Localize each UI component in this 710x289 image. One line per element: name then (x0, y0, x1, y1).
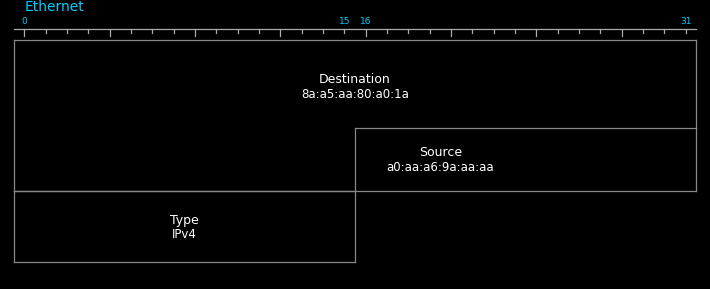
Text: 8a:a5:aa:80:a0:1a: 8a:a5:aa:80:a0:1a (301, 88, 409, 101)
Text: 0: 0 (21, 17, 27, 26)
Text: 15: 15 (339, 17, 350, 26)
Text: Source: Source (419, 147, 462, 160)
Text: 16: 16 (360, 17, 371, 26)
Text: Destination: Destination (319, 73, 391, 86)
Text: 31: 31 (680, 17, 692, 26)
Text: Type: Type (170, 214, 199, 227)
Text: Ethernet: Ethernet (24, 0, 84, 14)
Text: IPv4: IPv4 (172, 228, 197, 241)
Text: a0:aa:a6:9a:aa:aa: a0:aa:a6:9a:aa:aa (386, 161, 494, 174)
